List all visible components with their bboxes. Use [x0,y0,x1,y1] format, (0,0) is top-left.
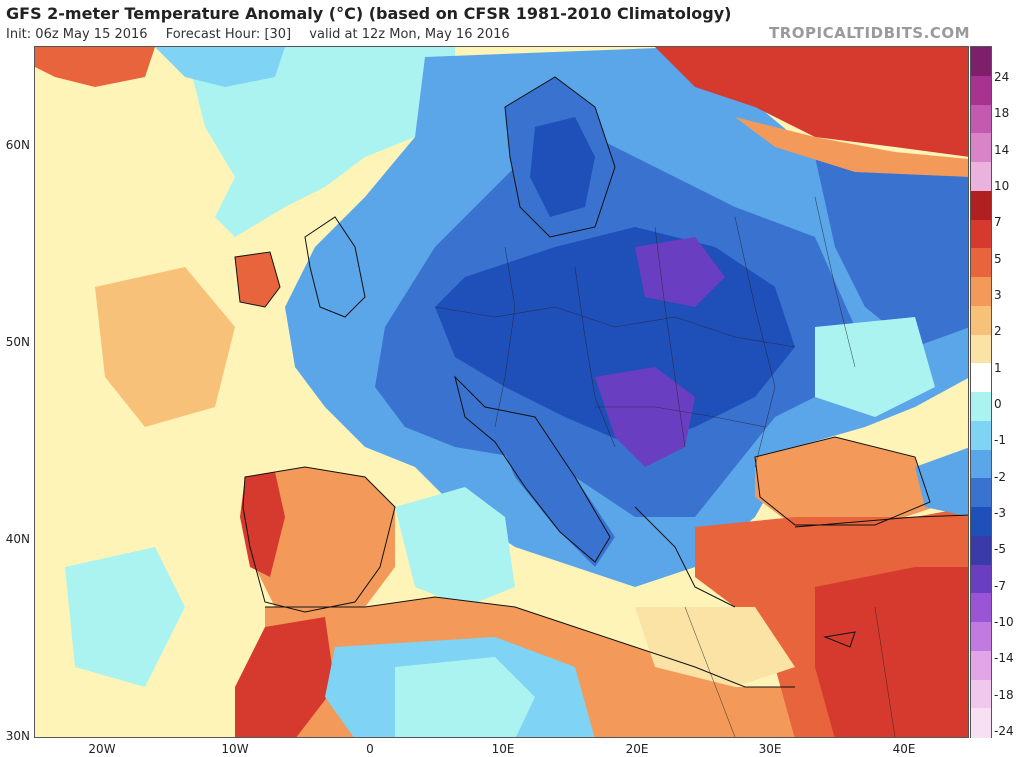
map-title: GFS 2-meter Temperature Anomaly (°C) (ba… [6,4,732,23]
colorbar-label: -7 [994,578,1006,593]
site-credit: TROPICALTIDBITS.COM [769,24,970,42]
init-time: Init: 06z May 15 2016 [6,27,148,42]
colorbar-segment [971,593,991,623]
colorbar-label: 0 [994,397,1002,411]
colorbar-label: -1 [994,433,1006,448]
colorbar-segment [971,535,991,565]
valid-time: valid at 12z Mon, May 16 2016 [309,27,510,42]
colorbar-label: -3 [994,505,1006,520]
poland-purple-core [635,237,725,307]
colorbar-label: -14 [994,651,1014,666]
sahara-light [395,657,535,737]
lon-label-10w: 10W [221,742,249,756]
colorbar-segment [971,564,991,594]
colorbar-segment [971,104,991,134]
colorbar-segment [971,507,991,537]
balkans-purple-core [595,367,695,467]
colorbar-segment [971,219,991,249]
colorbar-segment [971,363,991,393]
colorbar-label: -24 [994,723,1014,738]
colorbar-label: 18 [994,106,1010,121]
colorbar-label: 3 [994,288,1002,303]
map-subtitle: Init: 06z May 15 2016 Forecast Hour: [30… [6,27,524,42]
forecast-hour: Forecast Hour: [30] [165,27,292,42]
east-med-light [635,607,795,687]
morocco-red [235,617,335,737]
lon-label-20e: 20E [625,742,649,756]
colorbar-label: 5 [994,251,1002,266]
lon-label-0: 0 [366,742,374,756]
caucasus-cold [915,447,968,517]
north-russia-warm [655,47,968,157]
lat-label-30n: 30N [5,729,30,743]
italy-cold [485,407,615,567]
colorbar-label: -2 [994,469,1006,484]
colorbar [970,46,992,738]
colorbar-label: 7 [994,215,1002,230]
lon-label-10e: 10E [491,742,515,756]
sweden-deep-cold [530,117,595,217]
colorbar-segment [971,449,991,479]
colorbar-segment [971,277,991,307]
colorbar-label: 2 [994,324,1002,339]
iceland-cold [155,47,285,87]
colorbar-label: 24 [994,70,1010,85]
colorbar-segment [971,650,991,680]
colorbar-segment [971,392,991,422]
colorbar-segment [971,75,991,105]
colorbar-label: -10 [994,614,1014,629]
atlantic-warm-blob [95,267,235,427]
greenland-warm [35,47,155,87]
colorbar-segment [971,708,991,738]
colorbar-segment [971,334,991,364]
north-atlantic-cool-band [185,47,455,237]
colorbar-segment [971,47,991,77]
middle-east-deep-warm [815,567,968,737]
lon-label-20w: 20W [88,742,116,756]
colorbar-segment [971,420,991,450]
lon-label-30e: 30E [758,742,782,756]
colorbar-label: -18 [994,687,1014,702]
colorbar-segment [971,162,991,192]
lat-label-60n: 60N [5,138,30,152]
colorbar-label: 1 [994,360,1002,375]
colorbar-label: 10 [994,179,1010,194]
ireland-warm [235,252,280,307]
black-sea-warm [755,437,935,527]
map-canvas [35,47,968,737]
colorbar-segment [971,248,991,278]
russia-cold [815,157,968,347]
colorbar-segment [971,478,991,508]
colorbar-segment [971,305,991,335]
colorbar-label: 14 [994,142,1010,157]
colorbar-segment [971,133,991,163]
lat-label-50n: 50N [5,335,30,349]
header: GFS 2-meter Temperature Anomaly (°C) (ba… [0,0,1024,44]
iberia-warm [245,467,395,617]
atlantic-cyan-south [65,547,185,687]
lon-label-40e: 40E [892,742,916,756]
colorbar-segment [971,679,991,709]
north-russia-orange-edge [735,117,968,177]
anomaly-map [34,46,969,738]
country-borders [434,196,896,737]
colorbar-segment [971,190,991,220]
colorbar-segment [971,622,991,652]
lat-label-40n: 40N [5,532,30,546]
ukraine-light [815,317,935,417]
coastlines [234,76,968,688]
west-med-cool [395,487,515,607]
colorbar-label: -5 [994,542,1006,557]
